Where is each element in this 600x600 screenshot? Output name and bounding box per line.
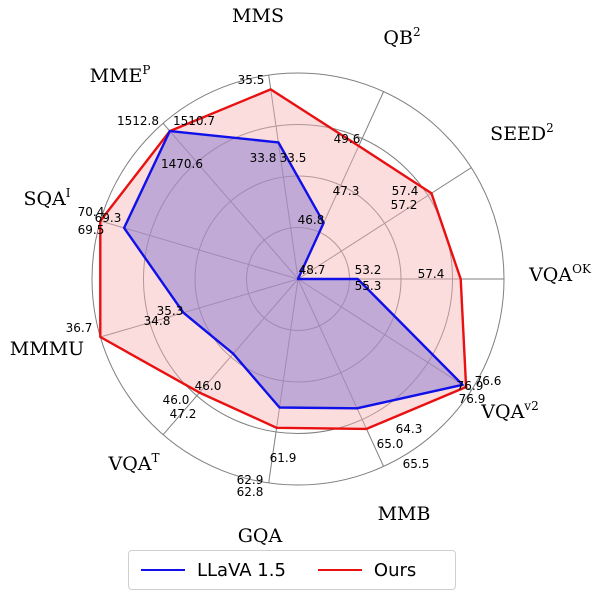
- value-label: 62.9: [237, 473, 264, 487]
- axis-label: SEED2: [490, 121, 554, 145]
- axis-label: MMB: [378, 503, 431, 525]
- axis-label: MMEP: [90, 63, 151, 87]
- value-label: 62.8: [237, 485, 264, 499]
- value-label: 53.2: [355, 263, 382, 277]
- value-label: 35.3: [157, 304, 184, 318]
- value-label: 47.3: [333, 184, 360, 198]
- legend-item-llava: LLaVA 1.5: [141, 560, 286, 581]
- value-label: 33.8: [250, 151, 277, 165]
- value-label: 36.7: [66, 321, 93, 335]
- value-label: 69.5: [78, 223, 105, 237]
- value-label: 65.0: [377, 437, 404, 451]
- value-label: 57.4: [418, 267, 445, 281]
- value-label: 76.6: [475, 374, 502, 388]
- value-label: 1510.7: [173, 114, 215, 128]
- value-label: 70.4: [78, 205, 105, 219]
- value-label: 48.7: [299, 263, 326, 277]
- legend-label-llava: LLaVA 1.5: [197, 559, 286, 581]
- axis-label: VQAT: [107, 451, 159, 475]
- value-label: 47.2: [170, 407, 197, 421]
- value-label: 64.3: [396, 422, 423, 436]
- legend-swatch-llava: [141, 569, 185, 571]
- value-label: 46.0: [195, 379, 222, 393]
- radar-series: [99, 88, 468, 431]
- axis-label: VQAOK: [528, 262, 592, 286]
- axis-labels: VQAOK SEED2 QB2 MMS MMEP SQAI MMMU VQAT GQA MMB VQ…: [10, 5, 592, 547]
- value-label: 69.3: [95, 211, 122, 225]
- value-label: 1512.8: [117, 114, 159, 128]
- value-label: 57.2: [391, 198, 418, 212]
- axis-label: SQAI: [23, 186, 70, 210]
- series-area-llava: [124, 131, 463, 409]
- value-label: 46.0: [163, 393, 190, 407]
- value-label: 55.3: [355, 279, 382, 293]
- value-label: 33.5: [280, 151, 307, 165]
- value-label: 76.9: [457, 379, 484, 393]
- value-label: 35.5: [238, 73, 265, 87]
- legend: LLaVA 1.5 Ours: [128, 550, 456, 590]
- value-label: 61.9: [270, 451, 297, 465]
- axis-label: GQA: [238, 525, 283, 547]
- value-labels: 55.353.2 57.448.757.457.247.346.849.633.8…: [66, 73, 502, 499]
- grid-spoke: [297, 167, 472, 280]
- value-label: 65.5: [403, 457, 430, 471]
- legend-item-ours: Ours: [317, 559, 417, 581]
- value-label: 57.4: [392, 184, 419, 198]
- axis-label: QB2: [383, 25, 420, 49]
- legend-swatch-ours: [317, 569, 362, 571]
- value-label: 46.8: [298, 213, 325, 227]
- value-label: 1470.6: [161, 157, 203, 171]
- value-label: 49.6: [334, 132, 361, 146]
- series-line-ours: [99, 88, 468, 431]
- axis-label: MMS: [232, 5, 284, 27]
- value-label: 76.9: [459, 392, 486, 406]
- series-line-llava: [122, 129, 464, 410]
- axis-label: VQAv2: [480, 399, 538, 423]
- legend-label-ours: Ours: [373, 559, 417, 581]
- value-label: 34.8: [144, 314, 171, 328]
- axis-label: MMMU: [10, 338, 84, 360]
